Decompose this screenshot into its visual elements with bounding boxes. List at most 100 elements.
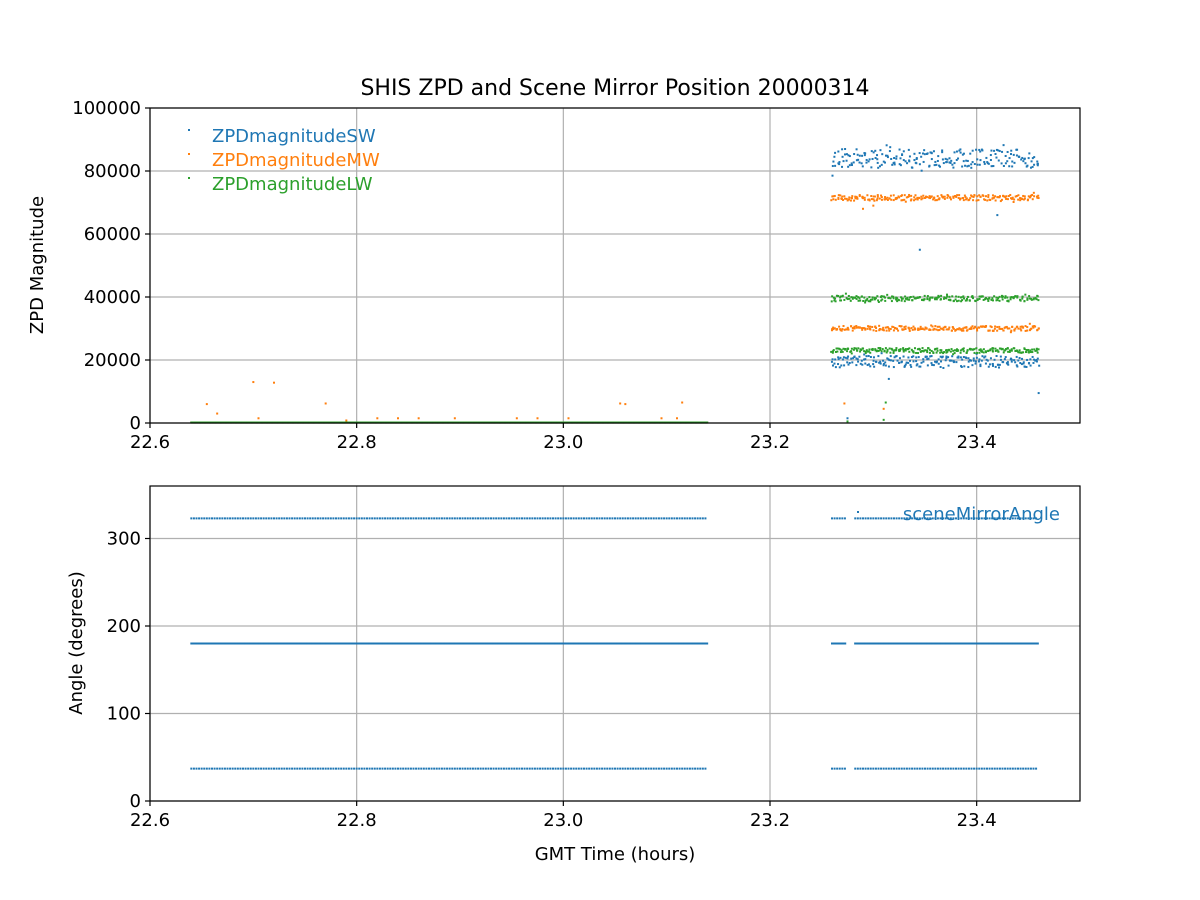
data-point (847, 198, 850, 201)
data-point (552, 767, 554, 770)
data-point (965, 351, 968, 354)
data-point (998, 325, 1001, 328)
data-point (1022, 160, 1025, 163)
data-point (979, 159, 982, 162)
data-point (921, 347, 924, 350)
data-point (508, 767, 511, 770)
data-point (270, 517, 273, 520)
data-point (953, 349, 956, 352)
data-point (585, 767, 588, 770)
data-point (964, 164, 967, 167)
data-point (873, 199, 876, 202)
data-point (884, 364, 887, 367)
data-point (521, 767, 523, 770)
data-point (1011, 160, 1014, 163)
data-point (906, 296, 909, 299)
data-point (932, 328, 935, 331)
data-point (939, 355, 942, 358)
data-point (833, 299, 836, 302)
data-point (831, 364, 834, 367)
data-point (878, 361, 881, 364)
data-point (839, 348, 842, 351)
data-point (324, 402, 327, 405)
data-point (218, 517, 221, 520)
data-point (926, 351, 929, 354)
data-point (846, 350, 849, 353)
data-point (203, 517, 206, 520)
y-tick-label: 20000 (84, 350, 141, 371)
data-point (838, 366, 841, 369)
data-point (562, 767, 565, 770)
data-point (959, 198, 962, 201)
data-point (852, 296, 855, 299)
data-point (984, 355, 987, 358)
data-point (332, 517, 335, 520)
data-point (1037, 348, 1040, 351)
data-point (976, 327, 979, 330)
data-point (983, 162, 986, 165)
data-point (205, 767, 208, 770)
data-point (955, 517, 957, 520)
data-point (291, 767, 294, 770)
data-point (355, 517, 358, 520)
data-point (1012, 296, 1015, 299)
data-point (696, 517, 699, 520)
data-point (686, 517, 689, 520)
data-point (430, 767, 433, 770)
data-point (980, 148, 983, 151)
data-point (399, 767, 402, 770)
data-point (972, 357, 975, 360)
data-point (319, 767, 322, 770)
data-point (688, 517, 691, 520)
data-point (972, 359, 975, 362)
data-point (1036, 642, 1039, 645)
data-point (435, 767, 438, 770)
data-point (989, 154, 992, 157)
data-point (1037, 197, 1040, 200)
data-point (892, 329, 895, 332)
data-point (888, 197, 891, 200)
data-point (841, 328, 844, 331)
data-point (900, 767, 903, 770)
data-point (443, 517, 446, 520)
data-point (880, 352, 883, 355)
data-point (968, 299, 971, 302)
data-point (891, 325, 894, 328)
data-point (975, 148, 978, 151)
data-point (681, 517, 684, 520)
data-point (904, 327, 907, 330)
data-point (878, 324, 881, 327)
data-point (252, 381, 255, 384)
data-point (865, 161, 868, 164)
data-point (603, 517, 606, 520)
data-point (583, 517, 585, 520)
data-point (902, 328, 905, 331)
data-point (921, 767, 924, 770)
data-point (988, 296, 991, 299)
data-point (863, 353, 866, 356)
data-point (1022, 194, 1025, 197)
data-point (991, 350, 994, 353)
data-point (955, 158, 958, 161)
data-point (889, 355, 892, 358)
data-point (925, 355, 928, 358)
data-point (908, 296, 911, 299)
data-point (982, 298, 985, 301)
data-point (838, 163, 841, 166)
data-point (941, 149, 944, 152)
data-point (926, 349, 929, 352)
data-point (541, 767, 544, 770)
data-point (1012, 153, 1015, 156)
data-point (956, 328, 959, 331)
data-point (936, 159, 939, 162)
data-point (912, 351, 915, 354)
data-point (905, 196, 908, 199)
data-point (404, 767, 407, 770)
data-point (833, 155, 836, 158)
data-point (852, 357, 855, 360)
data-point (862, 347, 865, 350)
data-point (994, 365, 997, 368)
data-point (1006, 361, 1009, 364)
data-point (866, 194, 869, 197)
data-point (941, 158, 944, 161)
